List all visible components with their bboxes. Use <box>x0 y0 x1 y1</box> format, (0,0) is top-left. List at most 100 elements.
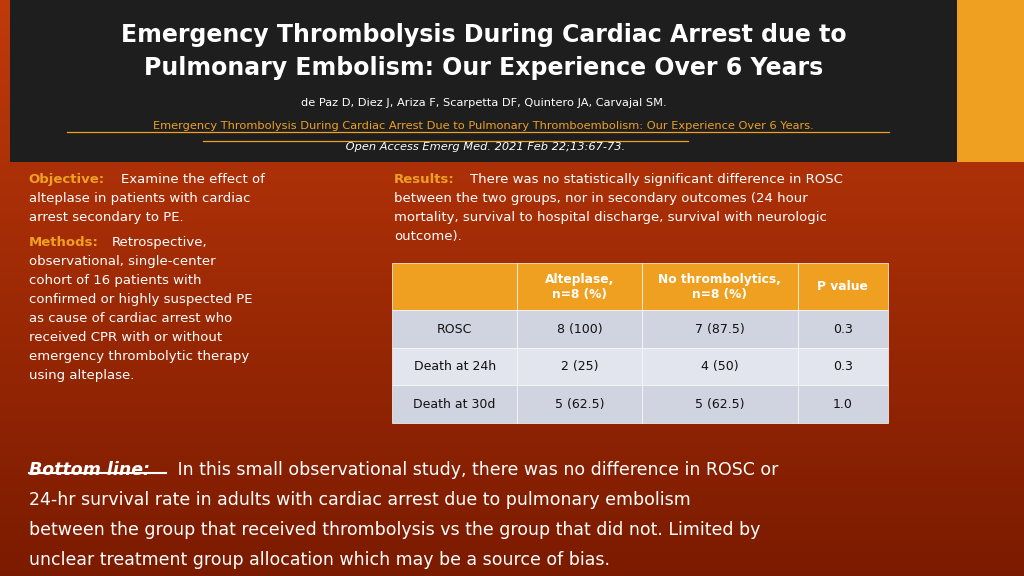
Bar <box>0 379 1024 384</box>
Text: Pulmonary Embolism: Our Experience Over 6 Years: Pulmonary Embolism: Our Experience Over … <box>143 56 823 80</box>
Text: arrest secondary to PE.: arrest secondary to PE. <box>29 211 183 224</box>
Bar <box>798 348 888 385</box>
Bar <box>517 263 642 310</box>
Text: alteplase in patients with cardiac: alteplase in patients with cardiac <box>29 192 250 205</box>
Bar <box>0 327 1024 331</box>
Text: Retrospective,: Retrospective, <box>112 236 207 248</box>
Bar <box>0 336 1024 341</box>
Bar <box>642 385 798 423</box>
Bar <box>642 263 798 310</box>
Bar <box>0 399 1024 403</box>
Text: Methods:: Methods: <box>29 236 98 248</box>
Bar <box>0 125 1024 130</box>
Bar <box>0 274 1024 278</box>
Text: Bottom line:: Bottom line: <box>29 461 150 479</box>
Text: 5 (62.5): 5 (62.5) <box>555 397 604 411</box>
Bar <box>0 355 1024 360</box>
Bar <box>0 461 1024 465</box>
Text: ROSC: ROSC <box>437 323 472 336</box>
Bar <box>798 385 888 423</box>
Bar <box>0 120 1024 125</box>
Bar <box>0 413 1024 418</box>
Bar <box>798 310 888 348</box>
Bar <box>0 331 1024 336</box>
Bar <box>0 91 1024 96</box>
Bar <box>0 571 1024 576</box>
Bar <box>957 0 1024 162</box>
Bar <box>0 105 1024 111</box>
Bar <box>0 226 1024 230</box>
Bar <box>392 385 517 423</box>
Bar <box>0 393 1024 399</box>
Bar <box>0 543 1024 547</box>
Text: 0.3: 0.3 <box>833 323 853 336</box>
Bar <box>0 321 1024 327</box>
Bar <box>0 523 1024 528</box>
Bar <box>0 312 1024 317</box>
Bar <box>0 10 1024 14</box>
Bar <box>0 111 1024 115</box>
Text: Objective:: Objective: <box>29 173 104 186</box>
Text: In this small observational study, there was no difference in ROSC or: In this small observational study, there… <box>172 461 778 479</box>
Bar <box>0 259 1024 264</box>
Bar <box>0 471 1024 475</box>
Bar <box>0 139 1024 144</box>
Bar <box>0 58 1024 62</box>
Text: Emergency Thrombolysis During Cardiac Arrest due to: Emergency Thrombolysis During Cardiac Ar… <box>121 22 846 47</box>
Bar <box>0 278 1024 283</box>
Text: 4 (50): 4 (50) <box>701 360 738 373</box>
Bar <box>0 360 1024 365</box>
Bar <box>0 177 1024 183</box>
Bar <box>0 480 1024 485</box>
Bar <box>0 504 1024 509</box>
Bar <box>0 115 1024 120</box>
Bar <box>0 427 1024 432</box>
Bar <box>0 264 1024 269</box>
Bar <box>0 509 1024 514</box>
Bar <box>517 310 642 348</box>
Text: de Paz D, Diez J, Ariza F, Scarpetta DF, Quintero JA, Carvajal SM.: de Paz D, Diez J, Ariza F, Scarpetta DF,… <box>300 97 667 108</box>
Bar <box>0 562 1024 566</box>
Bar <box>0 490 1024 494</box>
Bar <box>0 552 1024 557</box>
Bar <box>0 82 1024 86</box>
Bar <box>0 14 1024 19</box>
Bar <box>0 298 1024 302</box>
Bar <box>0 240 1024 245</box>
Bar <box>0 197 1024 202</box>
Bar <box>0 302 1024 307</box>
Bar <box>0 101 1024 105</box>
Bar <box>0 187 1024 192</box>
Bar <box>0 494 1024 499</box>
Bar <box>0 255 1024 259</box>
Bar <box>642 348 798 385</box>
Bar <box>0 307 1024 312</box>
Text: There was no statistically significant difference in ROSC: There was no statistically significant d… <box>470 173 843 186</box>
Bar <box>0 537 1024 543</box>
Bar <box>0 341 1024 346</box>
Text: 24-hr survival rate in adults with cardiac arrest due to pulmonary embolism: 24-hr survival rate in adults with cardi… <box>29 491 690 509</box>
Text: 8 (100): 8 (100) <box>557 323 602 336</box>
Bar <box>0 221 1024 226</box>
Bar <box>0 144 1024 149</box>
Text: between the two groups, nor in secondary outcomes (24 hour: between the two groups, nor in secondary… <box>394 192 808 205</box>
Text: Emergency Thrombolysis During Cardiac Arrest Due to Pulmonary Thromboembolism: O: Emergency Thrombolysis During Cardiac Ar… <box>153 120 814 131</box>
Bar <box>0 288 1024 293</box>
Text: 7 (87.5): 7 (87.5) <box>695 323 744 336</box>
Bar <box>517 385 642 423</box>
Bar <box>0 374 1024 379</box>
Bar <box>0 446 1024 451</box>
Bar <box>0 245 1024 249</box>
Bar <box>0 43 1024 48</box>
Text: using alteplase.: using alteplase. <box>29 369 134 381</box>
Text: outcome).: outcome). <box>394 230 462 243</box>
Bar <box>0 269 1024 274</box>
Bar <box>10 0 957 162</box>
Text: Examine the effect of: Examine the effect of <box>121 173 265 186</box>
Text: mortality, survival to hospital discharge, survival with neurologic: mortality, survival to hospital discharg… <box>394 211 827 224</box>
Bar <box>0 0 1024 5</box>
Bar <box>0 53 1024 58</box>
Bar <box>0 528 1024 533</box>
Text: Death at 24h: Death at 24h <box>414 360 496 373</box>
Bar <box>0 566 1024 571</box>
